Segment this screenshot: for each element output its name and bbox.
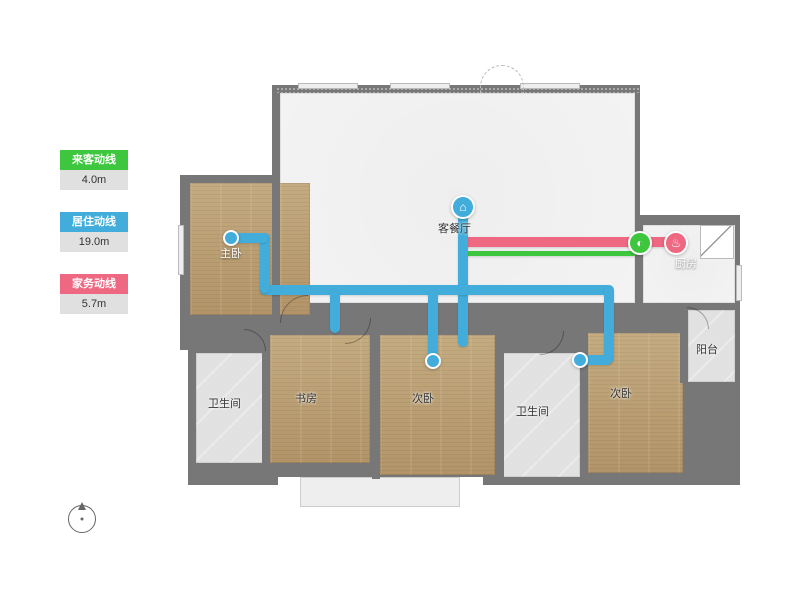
door-icon: ◐ bbox=[636, 236, 643, 250]
node-living-icon: ⌂ bbox=[451, 195, 475, 219]
label-secondary-bed2: 次卧 bbox=[610, 385, 632, 401]
room-master-bedroom bbox=[190, 183, 310, 315]
compass-icon bbox=[68, 505, 100, 537]
flow-line-guest bbox=[462, 251, 636, 256]
label-kitchen: 厨房 bbox=[675, 255, 697, 271]
legend-value: 4.0m bbox=[60, 170, 128, 190]
legend-item-guest: 来客动线 4.0m bbox=[60, 150, 128, 190]
room-study bbox=[270, 335, 370, 463]
label-secondary-bed1: 次卧 bbox=[412, 390, 434, 406]
label-master-bedroom: 主卧 bbox=[220, 245, 242, 261]
window-hatch bbox=[700, 225, 734, 259]
node-entry-icon: ◐ bbox=[628, 231, 652, 255]
floorplan: ⌂ ◐ ♨ 主卧 客餐厅 厨房 书房 次卧 次卧 卫生间 卫生间 阳台 bbox=[180, 85, 740, 485]
legend-title: 来客动线 bbox=[60, 150, 128, 170]
label-balcony: 阳台 bbox=[696, 341, 718, 357]
label-study: 书房 bbox=[295, 390, 317, 406]
legend-item-living: 居住动线 19.0m bbox=[60, 212, 128, 252]
label-living-dining: 客餐厅 bbox=[438, 220, 471, 236]
legend-value: 5.7m bbox=[60, 294, 128, 314]
room-secondary-bedroom-2 bbox=[588, 333, 683, 473]
legend-value: 19.0m bbox=[60, 232, 128, 252]
pot-icon: ♨ bbox=[671, 236, 682, 250]
legend-item-house: 家务动线 5.7m bbox=[60, 274, 128, 314]
legend-title: 居住动线 bbox=[60, 212, 128, 232]
label-bathroom1: 卫生间 bbox=[208, 395, 241, 411]
label-bathroom2: 卫生间 bbox=[516, 403, 549, 419]
legend: 来客动线 4.0m 居住动线 19.0m 家务动线 5.7m bbox=[60, 150, 128, 336]
node-kitchen-icon: ♨ bbox=[664, 231, 688, 255]
bed-icon: ⌂ bbox=[459, 200, 466, 214]
legend-title: 家务动线 bbox=[60, 274, 128, 294]
